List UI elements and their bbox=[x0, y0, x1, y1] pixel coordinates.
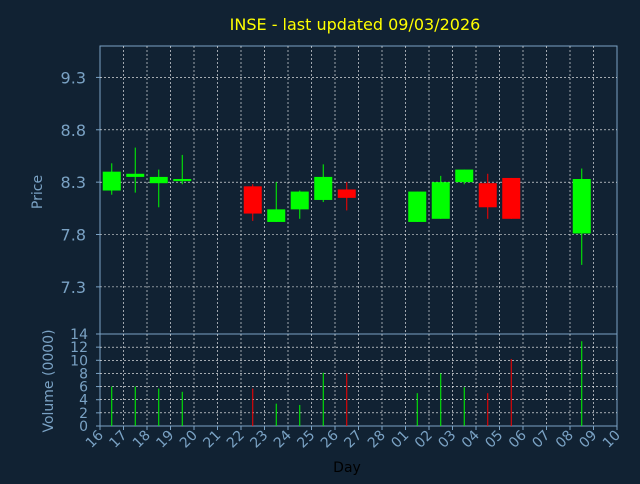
price-tick-label: 8.3 bbox=[61, 173, 86, 192]
x-tick-label: 21 bbox=[200, 428, 224, 452]
candle-body-19 bbox=[149, 176, 168, 184]
candle-body-20 bbox=[173, 179, 192, 182]
x-axis-label: Day bbox=[333, 460, 361, 476]
x-tick-label: 20 bbox=[177, 428, 201, 452]
x-tick-label: 05 bbox=[482, 428, 506, 452]
candle-body-23 bbox=[243, 186, 262, 214]
candle-body-05 bbox=[478, 183, 497, 208]
x-tick-label: 02 bbox=[412, 428, 436, 452]
volume-tick-label: 14 bbox=[70, 327, 88, 343]
volume-axis-label: Volume (0000) bbox=[41, 329, 57, 432]
volume-tick-label: 12 bbox=[70, 340, 88, 356]
x-tick-label: 03 bbox=[435, 428, 459, 452]
candle-body-24 bbox=[267, 209, 286, 222]
price-tick-label: 7.8 bbox=[61, 226, 86, 245]
price-tick-label: 9.3 bbox=[61, 68, 86, 87]
x-tick-label: 19 bbox=[153, 428, 177, 452]
x-tick-label: 08 bbox=[553, 428, 577, 452]
candle-body-03 bbox=[431, 182, 450, 219]
candle-body-06 bbox=[502, 177, 521, 219]
candle-body-27 bbox=[337, 189, 356, 198]
x-tick-label: 09 bbox=[576, 428, 600, 452]
x-tick-label: 28 bbox=[365, 428, 389, 452]
x-tick-label: 10 bbox=[600, 428, 624, 452]
candle-body-26 bbox=[314, 176, 333, 200]
candle-body-18 bbox=[126, 173, 145, 177]
price-tick-label: 8.8 bbox=[61, 121, 86, 140]
candle-body-17 bbox=[102, 171, 121, 191]
x-tick-label: 23 bbox=[247, 428, 271, 452]
x-tick-label: 18 bbox=[130, 428, 154, 452]
x-tick-label: 01 bbox=[388, 428, 412, 452]
x-tick-label: 04 bbox=[459, 427, 483, 451]
volume-tick-label: 8 bbox=[79, 366, 88, 382]
price-tick-label: 7.3 bbox=[61, 278, 86, 297]
chart-title: INSE - last updated 09/03/2026 bbox=[230, 15, 481, 34]
volume-tick-label: 4 bbox=[79, 393, 88, 409]
x-tick-label: 06 bbox=[506, 427, 530, 451]
price-axis-label: Price bbox=[30, 175, 46, 209]
volume-tick-label: 6 bbox=[79, 380, 88, 396]
volume-tick-label: 10 bbox=[70, 353, 88, 369]
candle-body-02 bbox=[408, 191, 427, 222]
candle-body-25 bbox=[290, 191, 309, 210]
candle-body-09 bbox=[572, 179, 591, 234]
candle-body-04 bbox=[455, 169, 474, 183]
x-tick-label: 25 bbox=[294, 428, 318, 452]
x-tick-label: 17 bbox=[106, 428, 130, 452]
x-tick-label: 24 bbox=[271, 427, 295, 451]
x-tick-label: 22 bbox=[224, 428, 248, 452]
volume-tick-label: 0 bbox=[79, 419, 88, 435]
x-tick-label: 27 bbox=[341, 428, 365, 452]
x-tick-label: 26 bbox=[318, 427, 342, 451]
volume-tick-label: 2 bbox=[79, 406, 88, 422]
x-tick-label: 07 bbox=[529, 428, 553, 452]
